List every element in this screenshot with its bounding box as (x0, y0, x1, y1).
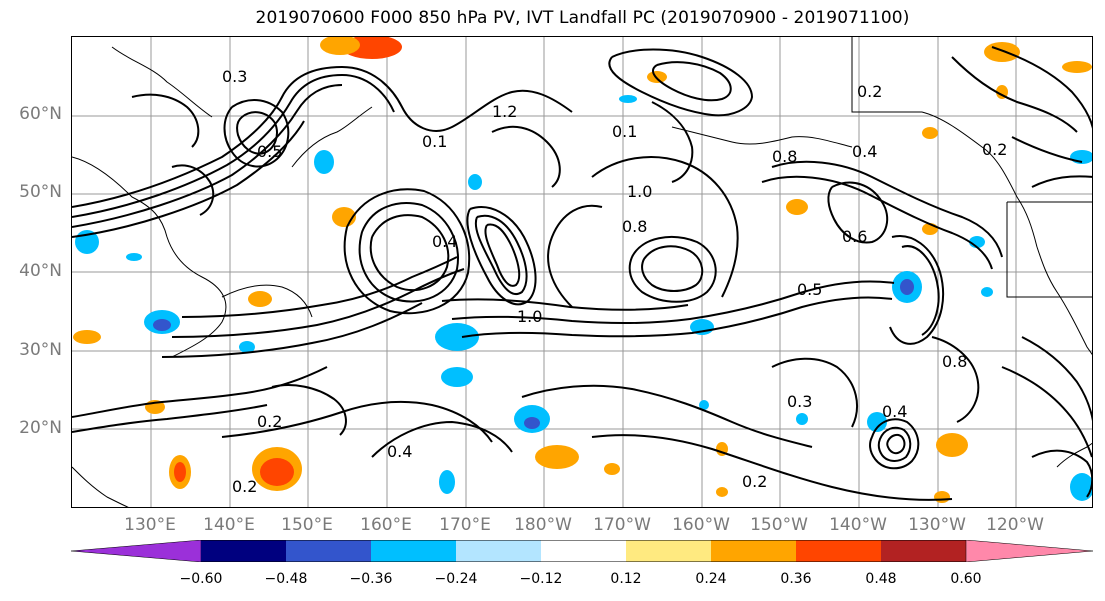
contour-label: 0.4 (882, 402, 907, 421)
map-panel: 1.2 1.0 0.8 0.6 0.5 0.4 0.3 0.2 0.1 1.0 … (71, 36, 1093, 508)
colorbar (71, 540, 1093, 562)
lat-label: 30°N (19, 340, 62, 360)
lon-label: 120°W (986, 515, 1044, 535)
lon-label: 140°W (829, 515, 887, 535)
lon-label: 160°E (360, 515, 412, 535)
contour-label: 0.1 (422, 132, 447, 151)
colorbar-tick: −0.48 (264, 571, 308, 587)
colorbar-extend-low (71, 540, 202, 562)
contour-label: 0.6 (842, 227, 867, 246)
contour-label: 0.5 (257, 142, 282, 161)
lon-label: 150°E (281, 515, 333, 535)
lon-label: 140°E (203, 515, 255, 535)
colorbar-tick: −0.60 (179, 571, 223, 587)
contour-label: 0.2 (982, 140, 1007, 159)
colorbar-tick: −0.24 (434, 571, 478, 587)
contour-label: 0.3 (787, 392, 812, 411)
contour-label: 0.2 (257, 412, 282, 431)
contour-label: 0.2 (232, 477, 257, 496)
contour-label: 0.8 (772, 147, 797, 166)
contour-label: 0.1 (612, 122, 637, 141)
colorbar-bin (796, 540, 881, 562)
colorbar-tick: −0.36 (349, 571, 393, 587)
colorbar-tick: −0.12 (519, 571, 563, 587)
map-title: 2019070600 F000 850 hPa PV, IVT Landfall… (255, 8, 910, 28)
colorbar-tick: 0.48 (865, 571, 897, 587)
lat-label: 60°N (19, 104, 62, 124)
contour-labels: 1.2 1.0 0.8 0.6 0.5 0.4 0.3 0.2 0.1 1.0 … (222, 67, 1007, 496)
colorbar-bin (881, 540, 966, 562)
colorbar-bin (201, 540, 286, 562)
pv-contours (72, 46, 1092, 501)
colorbar-bin (286, 540, 371, 562)
shading-patches (73, 37, 1092, 503)
coastlines (72, 37, 1092, 507)
colorbar-bin (541, 540, 626, 562)
contour-label: 0.4 (432, 232, 457, 251)
colorbar-tick: 0.12 (610, 571, 642, 587)
lon-label: 170°E (439, 515, 491, 535)
contour-label: 1.2 (492, 102, 517, 121)
contour-label: 0.5 (797, 280, 822, 299)
contour-label: 1.0 (627, 182, 652, 201)
lat-label: 50°N (19, 182, 62, 202)
map-canvas: 1.2 1.0 0.8 0.6 0.5 0.4 0.3 0.2 0.1 1.0 … (72, 37, 1092, 507)
contour-label: 0.3 (222, 67, 247, 86)
lat-label: 20°N (19, 418, 62, 438)
lon-label: 180°W (514, 515, 572, 535)
lon-label: 130°E (124, 515, 176, 535)
contour-label: 0.8 (942, 352, 967, 371)
lon-label: 150°W (750, 515, 808, 535)
lon-label: 160°W (672, 515, 730, 535)
lon-label: 170°W (593, 515, 651, 535)
lon-label: 130°W (908, 515, 966, 535)
contour-label: 0.2 (742, 472, 767, 491)
contour-label: 0.4 (387, 442, 412, 461)
contour-label: 1.0 (517, 307, 542, 326)
colorbar-bin (456, 540, 541, 562)
contour-label: 0.8 (622, 217, 647, 236)
colorbar-bin (711, 540, 796, 562)
colorbar-tick: 0.36 (780, 571, 812, 587)
contour-label: 0.4 (852, 142, 877, 161)
colorbar-tick: 0.24 (695, 571, 727, 587)
colorbar-tick: 0.60 (950, 571, 982, 587)
colorbar-bin (371, 540, 456, 562)
contour-label: 0.2 (857, 82, 882, 101)
colorbar-extend-high (965, 540, 1093, 562)
colorbar-bin (626, 540, 711, 562)
lat-label: 40°N (19, 261, 62, 281)
